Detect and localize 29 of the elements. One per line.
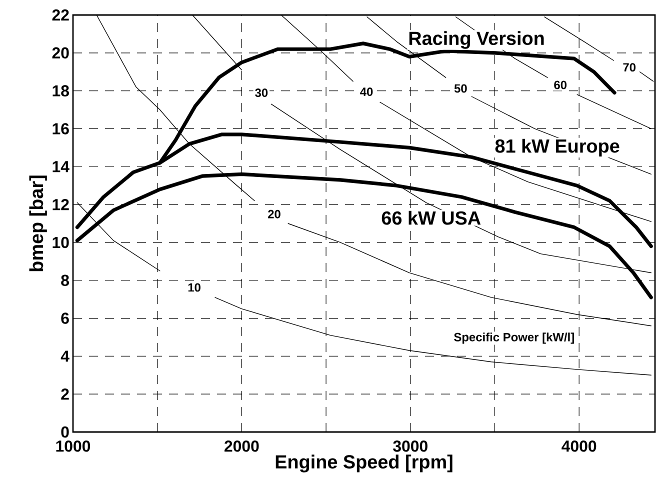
series-label: 70 xyxy=(623,63,636,72)
series-label: 10 xyxy=(188,283,200,292)
y-tick-label: 8 xyxy=(61,274,69,286)
series-label: 81 kW Europe xyxy=(495,138,620,156)
y-tick-label: 12 xyxy=(52,198,69,210)
series-label: 50 xyxy=(454,84,467,93)
y-tick-label: 20 xyxy=(52,47,69,59)
series-label: 20 xyxy=(268,210,280,218)
y-tick-label: 4 xyxy=(60,350,70,362)
series-label: 66 kW USA xyxy=(382,210,481,225)
y-axis-title: bmep [bar] xyxy=(29,176,47,272)
y-tick-label: 2 xyxy=(61,388,69,400)
y-tick-label: 0 xyxy=(61,426,69,438)
y-tick-label: 14 xyxy=(52,161,70,172)
x-tick-label: 1000 xyxy=(56,440,90,452)
annotation: Specific Power [kW/l] xyxy=(454,332,574,344)
series-label: 40 xyxy=(360,88,373,96)
y-tick-label: 6 xyxy=(61,312,69,324)
x-tick-label: 3000 xyxy=(393,440,428,452)
x-tick-label: 4000 xyxy=(562,440,596,452)
x-axis-title: Engine Speed [rpm] xyxy=(276,454,452,472)
y-tick-label: 16 xyxy=(52,123,69,134)
series-label: 30 xyxy=(255,88,268,98)
y-tick-label: 10 xyxy=(52,236,69,248)
y-tick-label: 22 xyxy=(52,9,69,21)
y-tick-label: 18 xyxy=(52,85,69,96)
series-label: Racing Version xyxy=(409,31,544,49)
x-tick-label: 2000 xyxy=(224,440,259,452)
series-label: 60 xyxy=(554,80,567,90)
